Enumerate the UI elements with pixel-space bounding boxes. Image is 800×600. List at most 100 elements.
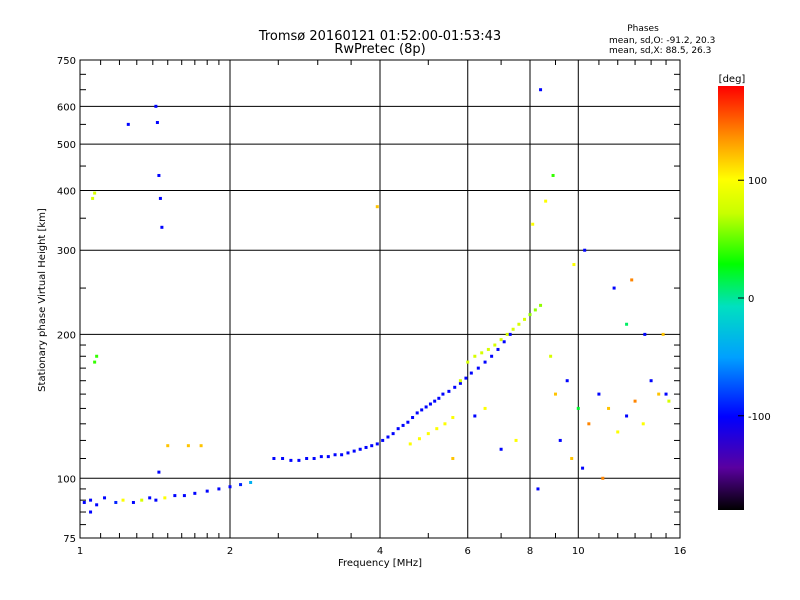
stats-line-o: mean, sd,O: -91.2, 20.3 xyxy=(609,36,715,46)
data-point xyxy=(597,392,601,396)
data-point xyxy=(490,354,494,358)
y-tick-label: 400 xyxy=(57,186,76,197)
data-point xyxy=(433,399,437,403)
data-point xyxy=(103,496,107,500)
data-point xyxy=(420,408,424,412)
data-point xyxy=(480,351,484,355)
data-point xyxy=(641,422,645,426)
data-point xyxy=(499,338,503,342)
data-point xyxy=(272,456,276,460)
data-point xyxy=(443,422,447,426)
colorbar-ticks: 100 0 -100 xyxy=(738,176,771,423)
data-point xyxy=(508,332,512,336)
data-point xyxy=(154,104,158,108)
data-point xyxy=(466,360,470,364)
data-point xyxy=(381,438,385,442)
data-point xyxy=(406,420,410,424)
stats-line-x: mean, sd,X: 88.5, 26.3 xyxy=(609,46,711,56)
data-point xyxy=(333,453,337,457)
data-point xyxy=(182,494,186,498)
data-point xyxy=(217,487,221,491)
data-point xyxy=(193,491,197,495)
data-point xyxy=(89,510,93,514)
data-point xyxy=(173,494,177,498)
data-point xyxy=(305,456,309,460)
data-point xyxy=(523,317,527,321)
data-point xyxy=(131,500,135,504)
data-point xyxy=(340,453,344,457)
data-point xyxy=(155,121,159,125)
data-point xyxy=(91,196,95,200)
data-point xyxy=(607,406,611,410)
data-point xyxy=(163,496,167,500)
data-point xyxy=(649,379,653,383)
data-point xyxy=(228,485,232,489)
data-point xyxy=(346,451,350,455)
chart-subtitle: RwPretec (8p) xyxy=(334,42,425,57)
data-point xyxy=(391,432,395,436)
data-point xyxy=(533,308,537,312)
data-point xyxy=(483,406,487,410)
data-point xyxy=(539,88,543,92)
data-point xyxy=(352,449,356,453)
data-point xyxy=(326,455,330,459)
data-point xyxy=(661,332,665,336)
data-point xyxy=(473,414,477,418)
data-point xyxy=(625,322,629,326)
plot-frame xyxy=(79,59,681,539)
data-point xyxy=(558,438,562,442)
data-point xyxy=(616,430,620,434)
data-point xyxy=(441,392,445,396)
data-point xyxy=(437,396,441,400)
x-tick-label: 16 xyxy=(674,546,687,557)
data-point xyxy=(396,427,400,431)
data-point xyxy=(424,405,428,409)
data-point xyxy=(502,340,506,344)
y-axis-label: Stationary phase Virtual Height [km] xyxy=(37,208,48,392)
data-point xyxy=(401,423,405,427)
data-point xyxy=(499,447,503,451)
data-point xyxy=(140,498,144,502)
data-point xyxy=(160,225,164,229)
data-point xyxy=(451,456,455,460)
data-point xyxy=(435,427,439,431)
data-point xyxy=(447,389,451,393)
data-point xyxy=(154,498,158,502)
data-point xyxy=(428,402,432,406)
data-point xyxy=(553,392,557,396)
plot-grid xyxy=(80,60,680,538)
data-point xyxy=(148,496,152,500)
data-point xyxy=(476,366,480,370)
x-axis-label: Frequency [MHz] xyxy=(338,558,422,569)
y-tick-label: 750 xyxy=(57,56,76,67)
data-point xyxy=(157,470,161,474)
chart-title: Tromsø 20160121 01:52:00-01:53:43 xyxy=(258,29,501,44)
data-point xyxy=(281,456,285,460)
stats-heading: Phases xyxy=(627,24,659,34)
x-tick-label: 4 xyxy=(377,546,383,557)
data-point xyxy=(114,500,118,504)
data-point xyxy=(587,422,591,426)
plot-points xyxy=(82,88,671,514)
y-tick-label: 600 xyxy=(57,102,76,113)
x-tick-label: 2 xyxy=(227,546,233,557)
data-point xyxy=(93,360,97,364)
data-point xyxy=(511,327,515,331)
data-point xyxy=(375,442,379,446)
data-point xyxy=(426,432,430,436)
y-tick-label: 500 xyxy=(57,140,76,151)
data-point xyxy=(411,416,415,420)
y-tick-label: 300 xyxy=(57,246,76,257)
data-point xyxy=(289,458,293,462)
data-point xyxy=(612,286,616,290)
data-point xyxy=(121,498,125,502)
data-point xyxy=(417,437,421,441)
colorbar-tick-label: -100 xyxy=(748,412,771,423)
data-point xyxy=(364,445,368,449)
data-point xyxy=(93,191,97,195)
data-point xyxy=(664,392,668,396)
data-point xyxy=(469,371,473,375)
x-tick-label: 8 xyxy=(527,546,533,557)
data-point xyxy=(572,263,576,267)
data-point xyxy=(158,196,162,200)
